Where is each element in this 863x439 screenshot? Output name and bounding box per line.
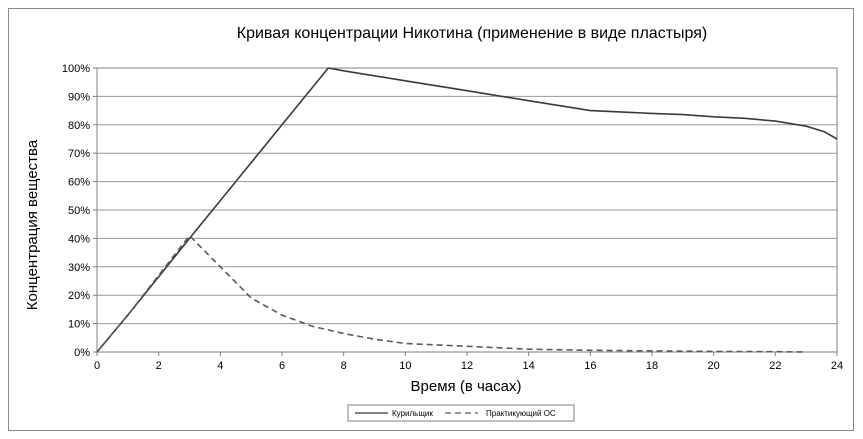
x-tick-label: 2 xyxy=(156,360,162,372)
x-tick-label: 20 xyxy=(708,360,720,372)
y-tick-label: 60% xyxy=(68,177,90,189)
chart-frame xyxy=(8,8,854,431)
x-tick-label: 0 xyxy=(94,360,100,372)
y-tick-label: 50% xyxy=(68,205,90,217)
y-axis-ticks: 0% 10% 20% 30% 40% 50% 60% 70% 80% 90% 100% xyxy=(62,63,97,359)
legend: Курильщик Практикующий ОС xyxy=(347,404,575,422)
y-axis-title: Концентрация вещества xyxy=(24,139,41,310)
y-tick-label: 100% xyxy=(62,63,90,75)
chart-title: Кривая концентрации Никотина (применение… xyxy=(237,25,707,42)
y-tick-label: 70% xyxy=(68,148,90,160)
series-line-0 xyxy=(96,67,838,353)
y-tick-label: 0% xyxy=(74,347,90,359)
series-line-1 xyxy=(96,234,807,353)
x-tick-label: 14 xyxy=(523,360,535,372)
y-tick-label: 10% xyxy=(68,319,90,331)
y-tick-label: 30% xyxy=(68,262,90,274)
y-tick-label: 40% xyxy=(68,233,90,245)
x-tick-label: 6 xyxy=(279,360,285,372)
x-tick-label: 4 xyxy=(217,360,223,372)
x-axis-title: Время (в часах) xyxy=(411,378,522,395)
x-tick-label: 16 xyxy=(584,360,596,372)
series-layer xyxy=(96,67,838,353)
y-tick-label: 80% xyxy=(68,120,90,132)
x-tick-label: 8 xyxy=(341,360,347,372)
legend-label-1: Практикующий ОС xyxy=(486,409,556,418)
x-tick-label: 24 xyxy=(831,360,843,372)
x-tick-label: 18 xyxy=(646,360,658,372)
x-tick-label: 10 xyxy=(399,360,411,372)
x-tick-label: 22 xyxy=(769,360,781,372)
grid-lines xyxy=(97,67,837,353)
y-tick-label: 90% xyxy=(68,91,90,103)
x-axis-ticks: 0 2 4 6 8 10 12 14 16 18 20 22 24 xyxy=(94,352,843,372)
y-tick-label: 20% xyxy=(68,290,90,302)
x-tick-label: 12 xyxy=(461,360,473,372)
legend-label-0: Курильщик xyxy=(392,409,433,418)
